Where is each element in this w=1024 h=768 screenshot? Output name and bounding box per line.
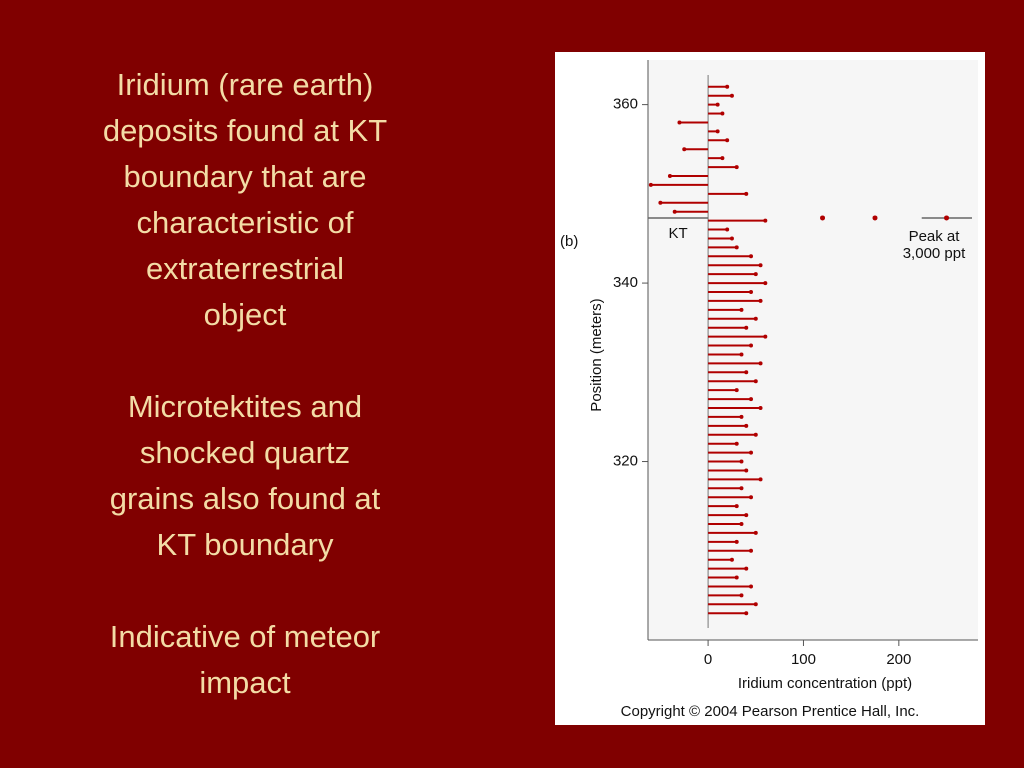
x-axis-label: Iridium concentration (ppt) <box>738 675 912 692</box>
text-line: Indicative of meteor <box>109 619 381 654</box>
point <box>758 263 763 268</box>
point <box>744 370 749 375</box>
point <box>758 406 763 410</box>
point <box>734 539 739 544</box>
peak-point <box>944 215 950 221</box>
point <box>753 316 758 321</box>
x-tick-label: 100 <box>791 651 816 668</box>
point <box>749 397 754 402</box>
paragraph: Iridium (rare earth) deposits found at KT… <box>40 62 450 338</box>
text-line: characteristic of <box>136 205 354 240</box>
y-axis-label: Position (meters) <box>588 298 605 411</box>
copyright: Copyright © 2004 Pearson Prentice Hall, … <box>621 703 920 720</box>
point <box>667 174 672 178</box>
y-tick-label: 340 <box>613 274 638 291</box>
point <box>739 593 744 598</box>
text-line: boundary that are <box>123 159 367 194</box>
boundary-label: KT <box>668 225 687 242</box>
point <box>744 468 749 473</box>
peak-label: Peak at <box>909 228 961 245</box>
y-tick-label: 360 <box>613 96 638 113</box>
point <box>682 147 687 152</box>
point <box>758 477 763 482</box>
point <box>758 298 763 303</box>
point <box>739 307 744 312</box>
peak-point <box>872 215 878 221</box>
point <box>677 120 682 125</box>
text-line: extraterrestrial <box>145 251 345 286</box>
plot-area <box>648 60 978 640</box>
point <box>749 290 754 294</box>
slide-text: Iridium (rare earth) deposits found at KT… <box>40 62 450 752</box>
peak-point <box>820 215 826 221</box>
point <box>715 102 720 107</box>
paragraph: Indicative of meteor impact <box>40 614 450 706</box>
point <box>715 129 720 134</box>
point <box>720 156 725 161</box>
point <box>739 522 744 526</box>
text-line: object <box>203 297 287 332</box>
point <box>744 566 749 571</box>
x-tick-label: 0 <box>704 651 712 668</box>
text-line: shocked quartz <box>139 435 351 470</box>
point <box>763 281 768 286</box>
point <box>744 191 749 196</box>
point <box>758 361 763 366</box>
text-line: Iridium (rare earth) <box>116 67 374 102</box>
point <box>753 379 758 384</box>
point <box>729 236 734 241</box>
point <box>753 432 758 437</box>
point <box>648 182 653 187</box>
point <box>739 352 744 357</box>
panel-label: (b) <box>560 233 578 250</box>
point <box>734 245 739 250</box>
point <box>753 272 758 277</box>
point <box>725 227 730 232</box>
point <box>753 602 758 607</box>
point <box>749 495 754 500</box>
point <box>749 450 754 455</box>
point <box>744 325 749 330</box>
text-line: KT boundary <box>156 527 334 562</box>
point <box>739 414 744 419</box>
point <box>725 138 730 143</box>
point <box>753 530 758 535</box>
point <box>749 254 754 259</box>
point <box>744 513 749 518</box>
point <box>749 548 754 553</box>
point <box>734 388 739 393</box>
point <box>763 218 768 223</box>
point <box>725 84 730 89</box>
point <box>720 111 725 116</box>
text-line: Microtektites and <box>127 389 363 424</box>
point <box>658 200 663 205</box>
point <box>749 343 754 348</box>
text-line: deposits found at KT <box>102 113 388 148</box>
point <box>739 459 744 464</box>
point <box>672 209 677 214</box>
point <box>744 423 749 428</box>
point <box>744 611 749 616</box>
point <box>763 334 768 339</box>
x-tick-label: 200 <box>886 651 911 668</box>
peak-label: 3,000 ppt <box>903 245 966 262</box>
y-tick-label: 320 <box>613 453 638 470</box>
text-line: grains also found at <box>109 481 381 516</box>
point <box>749 584 754 589</box>
point <box>734 165 739 170</box>
point <box>729 93 734 98</box>
paragraph: Microtektites and shocked quartz grains al… <box>40 384 450 568</box>
point <box>734 441 739 446</box>
text-line: impact <box>199 665 291 700</box>
point <box>734 575 739 580</box>
point <box>729 557 734 562</box>
point <box>739 486 744 491</box>
point <box>734 504 739 509</box>
